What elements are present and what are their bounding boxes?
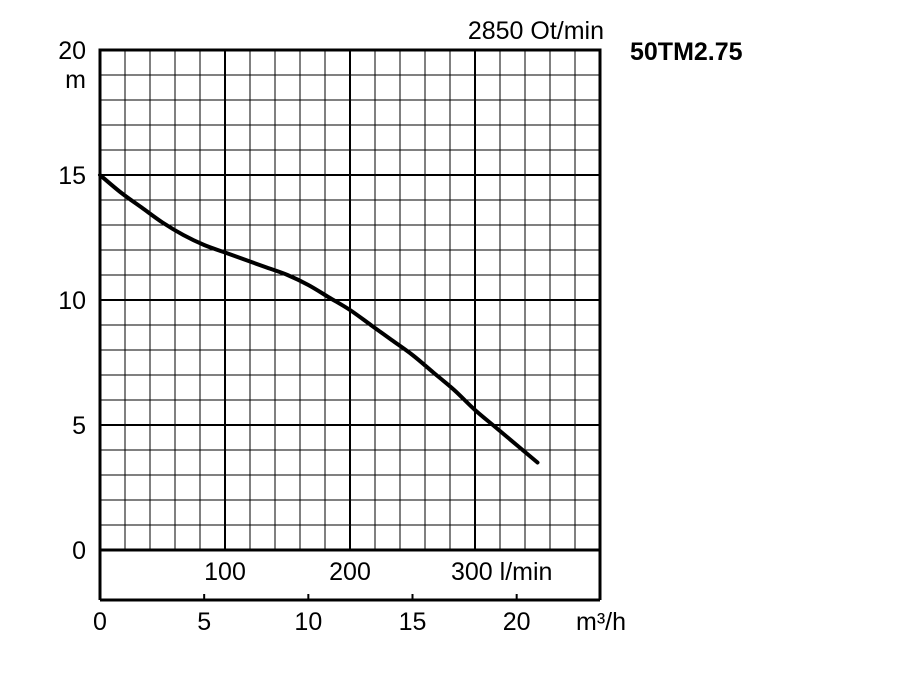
model-label: 50TM2.75: [630, 38, 743, 66]
lpm-tick-label: 200: [329, 558, 371, 586]
lpm-tick-label: 300 l/min: [451, 558, 552, 586]
y-tick-label: 15: [58, 162, 86, 190]
performance-curve: [98, 173, 540, 465]
y-tick-label: 5: [72, 412, 86, 440]
plot-frame: [98, 48, 602, 602]
y-axis-unit: m: [65, 66, 86, 94]
m3h-tick-label: 10: [294, 608, 322, 636]
m3h-tick-label: 15: [399, 608, 427, 636]
m3h-tick-label: 0: [93, 608, 107, 636]
m3h-tick-label: 5: [197, 608, 211, 636]
plot-border: [98, 48, 602, 552]
m3h-tick-label: 20: [503, 608, 531, 636]
series-layer: [98, 173, 540, 465]
x-axis-unit: m³/h: [576, 608, 626, 636]
y-tick-label: 10: [58, 287, 86, 315]
speed-label: 2850 Ot/min: [468, 17, 604, 45]
y-tick-label: 0: [72, 537, 86, 565]
y-tick-label: 20: [58, 37, 86, 65]
lpm-tick-label: 100: [204, 558, 246, 586]
